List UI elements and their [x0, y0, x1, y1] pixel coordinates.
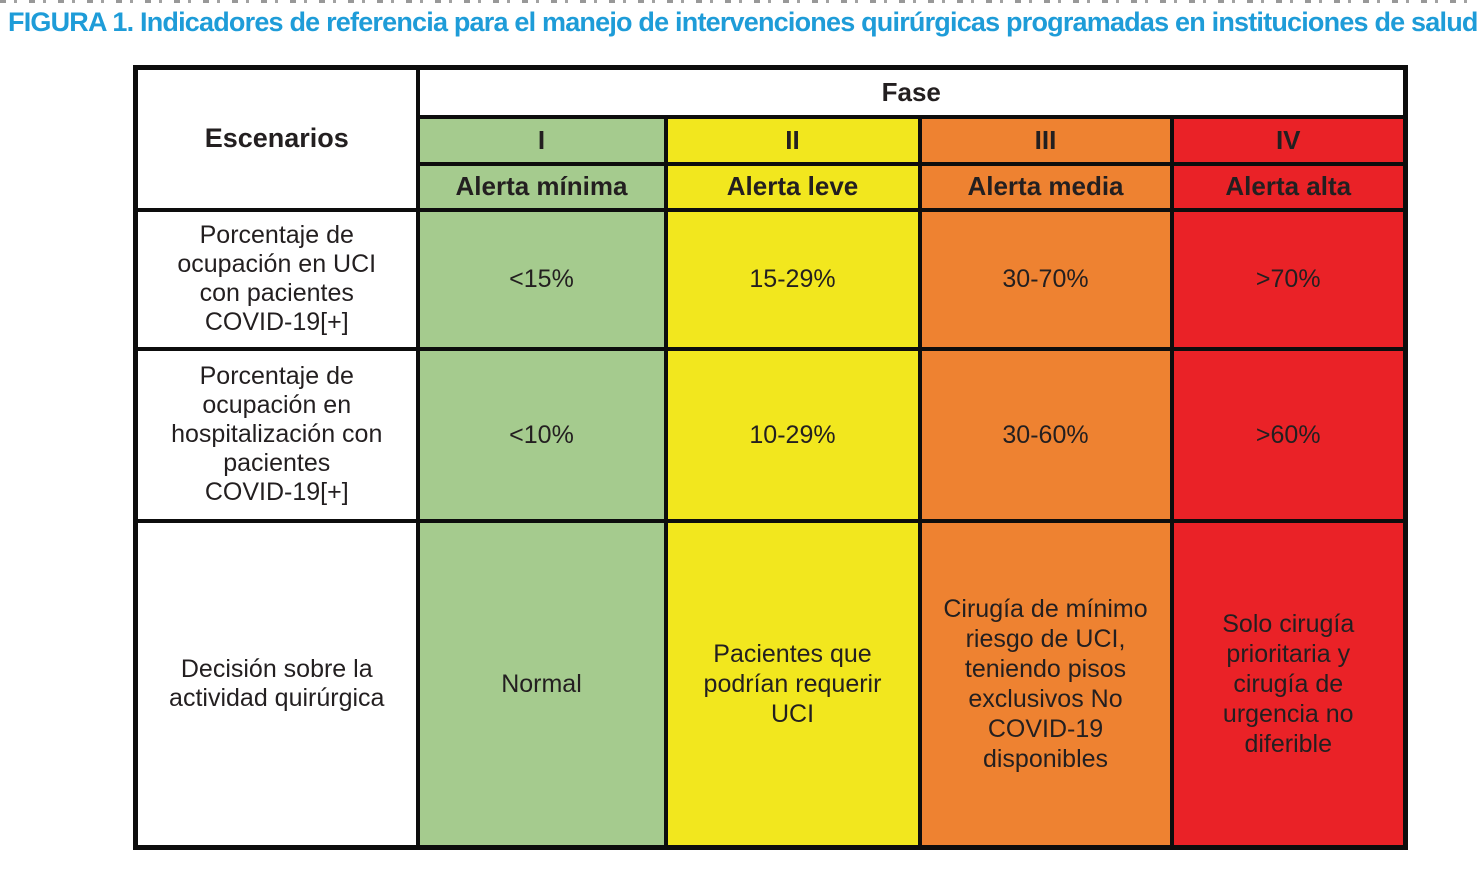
alert-level-media: Alerta media — [917, 161, 1174, 212]
figure-title: FIGURA 1. Indicadores de referencia para… — [8, 7, 1478, 38]
uci-value-phase-iii: 30-70% — [917, 207, 1174, 351]
alert-level-alta: Alerta alta — [1169, 161, 1408, 212]
figure-title-text: Indicadores de referencia para el manejo… — [140, 7, 1478, 37]
phase-numeral-i: I — [415, 114, 668, 166]
phase-numeral-iii: III — [917, 114, 1174, 166]
header-row-fase: Escenarios Fase — [133, 65, 1408, 212]
header-row-alerts: Alerta mínima Alerta leve Alerta media A… — [136, 161, 1408, 212]
decision-value-phase-iv: Solo cirugía prioritaria y cirugía de ur… — [1169, 518, 1408, 850]
escenarios-header-cell: Escenarios — [133, 65, 420, 212]
decision-value-phase-ii: Pacientes que podrían requerir UCI — [663, 518, 922, 850]
hosp-value-phase-ii: 10-29% — [663, 346, 922, 523]
alert-level-minima: Alerta mínima — [415, 161, 668, 212]
cropped-text-artifact — [0, 0, 1478, 3]
uci-value-phase-iv: >70% — [1169, 207, 1408, 351]
table-row-hospitalization-occupancy: Porcentaje de ocupación en hospitalizaci… — [133, 346, 1408, 523]
alert-level-leve: Alerta leve — [663, 161, 922, 212]
hosp-value-phase-iii: 30-60% — [917, 346, 1174, 523]
decision-value-phase-iii: Cirugía de mínimo riesgo de UCI, teniend… — [917, 518, 1174, 850]
table-row-surgical-decision: Decisión sobre la actividad quirúrgica N… — [133, 518, 1408, 850]
figure-label: FIGURA 1. — [8, 7, 134, 37]
phase-indicator-table: Escenarios Fase I II III IV Alerta mínim… — [133, 65, 1408, 850]
row-label-hospitalization: Porcentaje de ocupación en hospitalizaci… — [133, 346, 420, 523]
phase-numeral-iv: IV — [1169, 114, 1408, 166]
decision-value-phase-i: Normal — [415, 518, 668, 850]
fase-header-cell: Fase — [415, 65, 1408, 119]
row-label-uci-occupancy: Porcentaje de ocupación en UCI con pacie… — [133, 207, 420, 351]
phase-numeral-ii: II — [663, 114, 922, 166]
header-row-numerals: I II III IV — [136, 114, 1408, 166]
hosp-value-phase-i: <10% — [415, 346, 668, 523]
hosp-value-phase-iv: >60% — [1169, 346, 1408, 523]
uci-value-phase-ii: 15-29% — [663, 207, 922, 351]
uci-value-phase-i: <15% — [415, 207, 668, 351]
table-row-uci-occupancy: Porcentaje de ocupación en UCI con pacie… — [133, 207, 1408, 351]
row-label-surgical-decision: Decisión sobre la actividad quirúrgica — [133, 518, 420, 850]
